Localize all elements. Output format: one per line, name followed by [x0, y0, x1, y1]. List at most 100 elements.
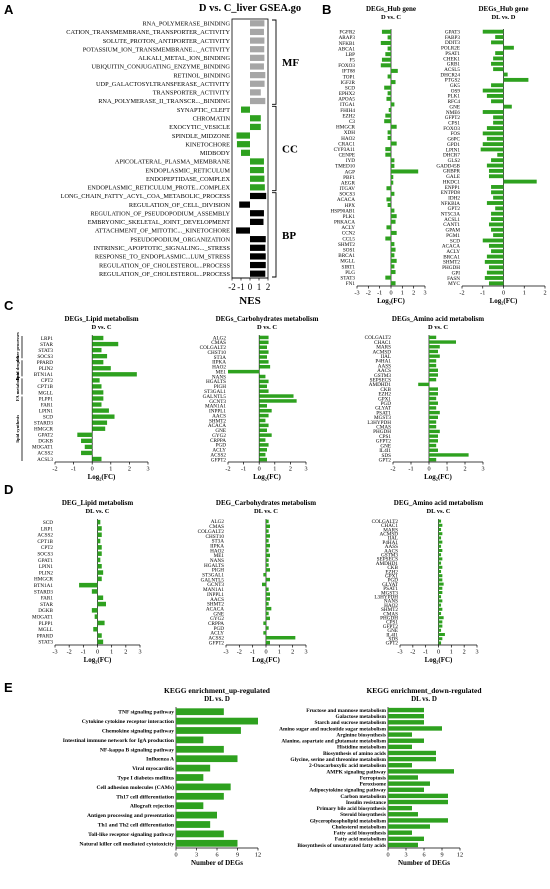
category-label: CPS1 — [379, 434, 391, 440]
category-label: ACLY — [212, 448, 226, 454]
bar — [438, 586, 443, 590]
x-tick-label: 9 — [440, 852, 443, 859]
x-tick-label: 0 — [96, 649, 99, 656]
x-tick-label: 0 — [427, 466, 430, 473]
bar — [250, 253, 266, 260]
bar — [388, 720, 424, 725]
bar — [92, 372, 137, 377]
x-tick-label: 0 — [502, 290, 505, 297]
category-label: Alanine, aspartate and glutamate metabol… — [281, 739, 386, 745]
category-label: MGST3 — [381, 590, 398, 596]
bar — [259, 360, 269, 364]
bar — [250, 54, 265, 61]
category-label: SHMT2 — [381, 607, 398, 613]
category-label: PGD — [216, 443, 227, 449]
category-label: ST3GAL1 — [204, 389, 226, 395]
category-label: PLG — [345, 270, 355, 276]
category-label: AACS — [377, 368, 391, 374]
category-label: GCNT3 — [207, 582, 224, 588]
chart-subtitle: D vs. C — [91, 324, 111, 331]
category-label: HSP90AB1 — [330, 208, 355, 214]
category-label: ALG2 — [213, 335, 227, 341]
category-label: PTGS2 — [445, 78, 461, 84]
category-label: INPPL1 — [207, 592, 224, 598]
bar — [429, 354, 440, 358]
category-label: CKB — [387, 565, 398, 571]
bar — [438, 536, 442, 540]
category-label: Biosynthesis of unsaturated fatty acids — [297, 843, 386, 849]
category-label: SEPSECS — [377, 557, 398, 563]
category-label: Primary bile acid biosynthesis — [317, 806, 386, 812]
category-label: GRB1 — [447, 62, 461, 68]
category-label: PHGDH — [442, 265, 460, 271]
bar — [388, 824, 430, 829]
bar — [391, 264, 395, 269]
category-label: SCD — [43, 520, 53, 526]
category-label: PPARD — [37, 360, 53, 366]
category-label: MGLL — [38, 627, 53, 633]
category-label: IL4I1 — [386, 632, 398, 638]
bar — [381, 57, 391, 62]
category-label: CHROMATIN — [193, 115, 231, 122]
bar — [385, 275, 391, 280]
category-label: IIAL — [388, 536, 398, 542]
category-label: ACSS2 — [208, 636, 224, 642]
bar — [97, 620, 105, 626]
category-label: Natural killer cell mediated cytotoxicit… — [79, 841, 174, 847]
bar — [259, 399, 297, 403]
x-tick-label: -2 — [410, 649, 415, 656]
category-label: SPINDLE_MIDZONE — [172, 133, 230, 140]
category-label: CPT2 — [41, 545, 54, 551]
bar — [259, 335, 269, 340]
category-label: GFPT2 — [376, 439, 392, 445]
x-tick-label: 3 — [146, 466, 149, 473]
bar — [391, 191, 395, 196]
bar — [388, 713, 424, 719]
category-label: SHMT2 — [207, 602, 224, 608]
x-axis-label: Log₂(FC) — [377, 297, 405, 305]
x-tick-label: -1 — [250, 649, 255, 656]
category-label: PSEUDOPODIUM_ORGANIZATION — [130, 236, 230, 243]
category-label: Biosynthesis of amino acids — [323, 751, 386, 757]
category-label: Intestinal immune network for IgA produc… — [63, 738, 175, 744]
category-label: SCD — [43, 414, 53, 420]
group-label: lipid synthesis — [15, 415, 20, 443]
category-label: STARD3 — [34, 421, 54, 427]
x-tick-label: 1 — [109, 466, 112, 473]
category-label: SHMT2 — [338, 242, 355, 248]
bar — [482, 142, 504, 147]
category-label: ENTPD8 — [441, 190, 461, 196]
category-label: ACSL3 — [37, 457, 53, 463]
bar — [429, 448, 438, 452]
category-label: PIGH — [214, 384, 226, 390]
bar — [259, 423, 269, 428]
category-label: CKB — [380, 387, 391, 393]
category-label: AMDHD1 — [369, 382, 392, 388]
bar — [388, 781, 430, 786]
bar — [92, 420, 108, 425]
category-label: GPX1 — [385, 574, 398, 580]
bar — [438, 607, 443, 611]
bar — [388, 107, 391, 113]
category-label: GPT2 — [448, 206, 461, 212]
category-label: SOCS3 — [37, 551, 53, 557]
category-label: HPX — [345, 203, 356, 209]
bar — [250, 184, 265, 191]
bar — [482, 131, 504, 136]
category-label: PGD — [388, 578, 399, 584]
bar — [438, 632, 445, 637]
category-label: GNE — [380, 443, 391, 449]
category-label: PLIN2 — [39, 570, 54, 576]
category-label: Carbon metabolism — [340, 794, 386, 800]
category-label: GSTM3 — [374, 373, 391, 379]
bar — [241, 106, 250, 113]
category-label: L3HYPDH — [367, 420, 391, 426]
bar — [97, 595, 104, 601]
x-tick-label: -3 — [397, 649, 402, 656]
x-tick-label: 2 — [463, 466, 466, 473]
category-label: C3 — [349, 119, 355, 125]
bar — [493, 120, 504, 125]
category-label: TOP1 — [343, 74, 356, 80]
category-label: PLIN2 — [39, 366, 54, 372]
